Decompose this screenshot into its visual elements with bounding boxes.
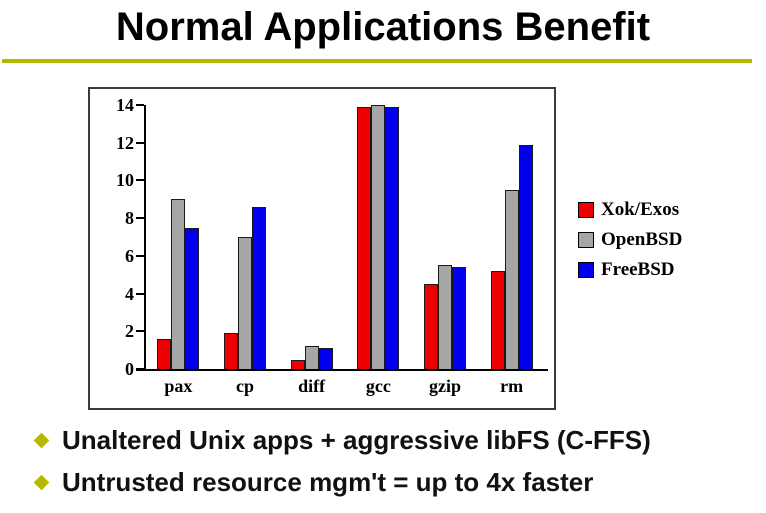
bullet-text: Unaltered Unix apps + aggressive libFS (…	[62, 424, 651, 455]
diamond-bullet-icon	[33, 432, 50, 448]
x-axis-label: diff	[298, 376, 326, 396]
x-axis-label: gzip	[428, 376, 461, 396]
y-tick-mark	[136, 292, 144, 295]
y-tick-label: 10	[116, 170, 134, 191]
bar-gzip-openbsd	[438, 265, 452, 369]
bar-diff-openbsd	[304, 346, 319, 369]
legend-entry-freebsd: FreeBSD	[578, 259, 682, 280]
chart-plot-area: 0 2 4 6 8 10 12 14 pax cp diff gcc gzip rm	[90, 89, 554, 408]
y-tick-label: 4	[125, 283, 134, 304]
bar-gcc-freebsd	[385, 106, 400, 369]
legend-label: OpenBSD	[601, 229, 683, 250]
bar-pax-freebsd	[185, 227, 200, 369]
bar-pax-openbsd	[171, 199, 186, 369]
x-axis-label: pax	[164, 376, 193, 396]
y-tick-label: 8	[125, 208, 134, 229]
y-tick-mark	[136, 254, 144, 257]
bar-chart: 0 2 4 6 8 10 12 14 pax cp diff gcc gzip rm	[88, 87, 556, 410]
legend-swatch-icon	[578, 262, 594, 278]
bar-cp-xok-exos	[224, 333, 238, 369]
bar-rm-freebsd	[518, 144, 533, 369]
title-underline	[2, 59, 752, 63]
legend-label: FreeBSD	[601, 259, 675, 280]
y-tick-label: 12	[116, 132, 134, 153]
bar-gzip-xok-exos	[424, 284, 438, 369]
list-item: Unaltered Unix apps + aggressive libFS (…	[33, 424, 651, 456]
list-item: Untrusted resource mgm't = up to 4x fast…	[33, 466, 651, 498]
bar-rm-xok-exos	[490, 270, 505, 369]
y-tick-mark	[136, 217, 144, 220]
bar-cp-openbsd	[238, 237, 252, 369]
y-tick-mark	[136, 179, 144, 182]
bar-pax-xok-exos	[157, 338, 172, 369]
legend-entry-openbsd: OpenBSD	[578, 229, 683, 250]
bar-rm-openbsd	[504, 189, 519, 369]
bar-gcc-openbsd	[371, 105, 386, 369]
y-tick-label: 2	[125, 321, 134, 342]
bar-gcc-xok-exos	[357, 106, 372, 369]
y-tick-mark	[136, 104, 144, 106]
legend-swatch-icon	[578, 202, 594, 218]
bar-diff-freebsd	[318, 348, 333, 369]
y-axis-line	[144, 105, 146, 371]
y-tick-label: 6	[125, 245, 134, 266]
y-tick-mark	[136, 330, 144, 333]
x-axis-label: rm	[500, 376, 524, 396]
page-title: Normal Applications Benefit	[115, 5, 651, 49]
y-tick-label: 14	[116, 95, 134, 115]
legend-swatch-icon	[578, 232, 594, 248]
chart-legend: Xok/Exos OpenBSD FreeBSD	[578, 199, 683, 290]
y-tick-mark	[136, 141, 144, 144]
legend-label: Xok/Exos	[601, 199, 680, 220]
x-axis-label: gcc	[365, 376, 391, 396]
x-axis-label: cp	[236, 376, 254, 396]
x-axis-line	[136, 369, 548, 371]
bar-cp-freebsd	[252, 206, 266, 369]
bullet-text: Untrusted resource mgm't = up to 4x fast…	[62, 466, 594, 497]
bar-diff-xok-exos	[290, 359, 305, 369]
y-tick-label: 0	[125, 359, 134, 379]
y-tick-mark	[136, 368, 144, 370]
bullet-list: Unaltered Unix apps + aggressive libFS (…	[33, 424, 651, 508]
diamond-bullet-icon	[33, 474, 50, 490]
legend-entry-xok-exos: Xok/Exos	[578, 199, 682, 220]
bar-gzip-freebsd	[452, 267, 466, 369]
